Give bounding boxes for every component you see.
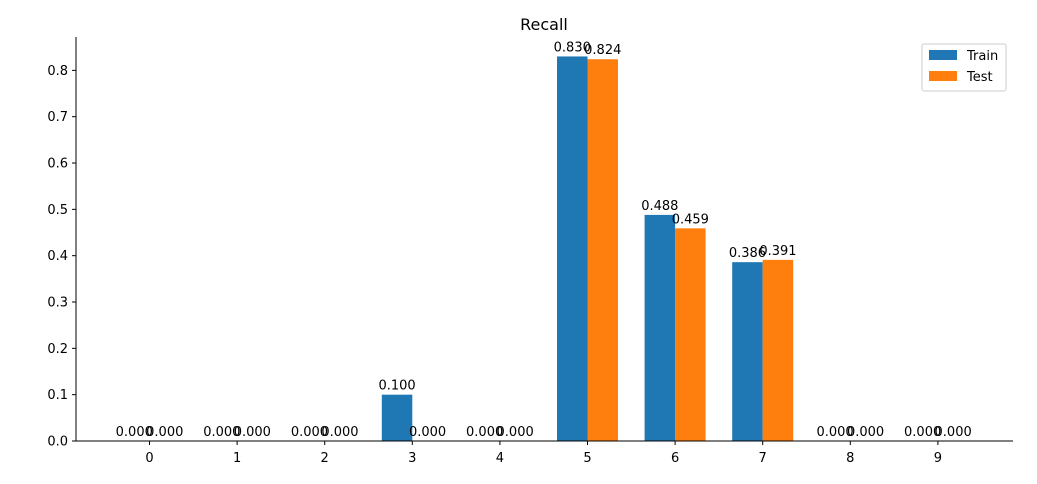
x-tick-label: 2 [321, 451, 329, 466]
data-label-test-5: 0.824 [584, 43, 621, 58]
y-tick-label: 0.0 [47, 435, 68, 450]
data-label-test-7: 0.391 [759, 244, 796, 259]
bar-train-3 [381, 394, 413, 441]
chart-title: Recall [520, 15, 568, 34]
data-label-test-0: 0.000 [146, 425, 183, 440]
x-ticks: 0 1 2 3 4 5 6 7 8 9 [145, 441, 942, 466]
data-label-test-8: 0.000 [847, 425, 884, 440]
y-tick-label: 0.8 [47, 64, 68, 79]
data-label-train-0: 0.000 [116, 425, 153, 440]
data-label-train-8: 0.000 [816, 425, 853, 440]
y-tick-label: 0.2 [47, 342, 68, 357]
data-label-train-6: 0.488 [641, 199, 678, 214]
y-tick-label: 0.7 [47, 110, 68, 125]
bars-layer [381, 56, 794, 442]
x-tick-label: 7 [759, 451, 767, 466]
data-label-train-2: 0.000 [291, 425, 328, 440]
bar-test-6 [675, 228, 706, 441]
data-label-train-9: 0.000 [904, 425, 941, 440]
bar-train-7 [732, 262, 763, 441]
x-tick-label: 1 [233, 451, 241, 466]
data-label-test-1: 0.000 [234, 425, 271, 440]
y-tick-label: 0.5 [47, 203, 68, 218]
y-tick-label: 0.1 [47, 388, 68, 403]
x-tick-label: 6 [671, 451, 679, 466]
x-tick-label: 8 [846, 451, 854, 466]
bar-test-5 [587, 59, 618, 442]
legend: Train Test [921, 43, 1007, 92]
data-label-train-1: 0.000 [203, 425, 240, 440]
y-tick-label: 0.6 [47, 157, 68, 172]
bar-test-7 [762, 259, 794, 441]
y-tick-label: 0.3 [47, 296, 68, 311]
legend-label-test: Test [966, 70, 993, 85]
data-label-test-3: 0.000 [409, 425, 446, 440]
x-tick-label: 5 [583, 451, 591, 466]
y-tick-label: 0.4 [47, 249, 68, 264]
data-label-train-3: 0.100 [378, 379, 415, 394]
bar-train-5 [557, 56, 588, 442]
bar-train-6 [644, 214, 676, 441]
data-label-test-2: 0.000 [321, 425, 358, 440]
y-ticks: 0.0 0.1 0.2 0.3 0.4 0.5 0.6 0.7 0.8 [47, 64, 76, 450]
x-tick-label: 3 [408, 451, 416, 466]
data-label-train-4: 0.000 [466, 425, 503, 440]
data-label-train-5: 0.830 [554, 40, 591, 55]
data-label-train-7: 0.386 [729, 246, 766, 261]
data-label-test-6: 0.459 [672, 212, 709, 227]
legend-label-train: Train [966, 49, 998, 64]
x-tick-label: 4 [496, 451, 504, 466]
x-tick-label: 0 [145, 451, 153, 466]
legend-swatch-train [929, 50, 957, 60]
legend-swatch-test [929, 71, 957, 81]
data-label-test-4: 0.000 [497, 425, 534, 440]
x-tick-label: 9 [934, 451, 942, 466]
axes-layer [75, 37, 1013, 442]
data-label-test-9: 0.000 [935, 425, 972, 440]
